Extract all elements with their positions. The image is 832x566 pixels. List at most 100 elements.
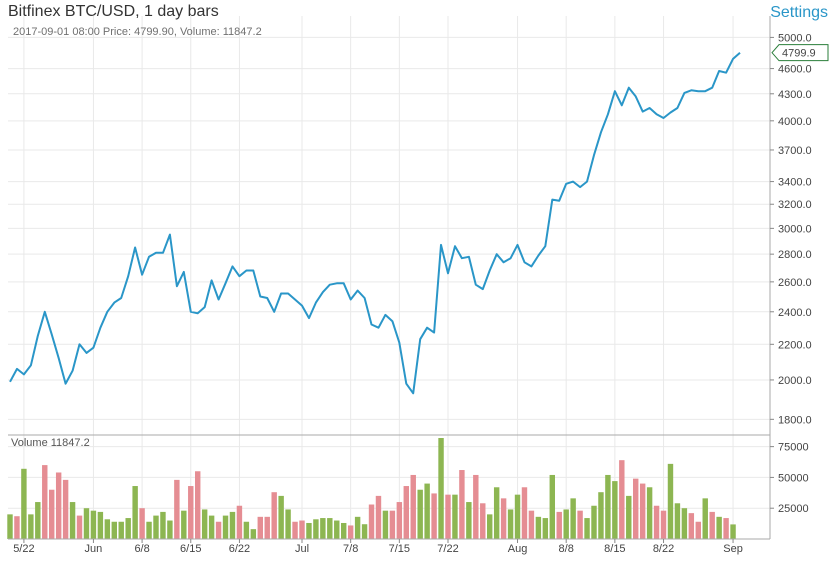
- volume-bar: [667, 463, 674, 539]
- volume-bar: [76, 515, 83, 539]
- volume-bar: [445, 494, 451, 539]
- volume-bar: [716, 516, 722, 539]
- volume-bar: [688, 513, 695, 539]
- time-tick-label: 7/8: [343, 543, 358, 555]
- time-tick-label: 6/15: [180, 543, 201, 555]
- volume-bar: [633, 478, 639, 539]
- volume-bar: [459, 470, 465, 539]
- volume-bar: [723, 518, 729, 539]
- volume-bar: [83, 508, 90, 539]
- volume-bar: [174, 479, 180, 539]
- chart-title: Bitfinex BTC/USD, 1 day bars: [8, 3, 219, 20]
- volume-bar: [215, 521, 222, 539]
- volume-bar: [306, 522, 312, 539]
- time-tick-label: 8/8: [559, 543, 574, 555]
- volume-bar: [250, 529, 257, 539]
- volume-bar: [229, 511, 236, 539]
- volume-bar: [236, 505, 243, 539]
- last-volume-label: 11847: [782, 0, 812, 3]
- volume-bar: [438, 438, 444, 539]
- volume-bar: [299, 520, 305, 539]
- price-tick-label: 4600.0: [778, 64, 812, 76]
- last-price-marker: [771, 44, 829, 62]
- volume-bar: [507, 509, 514, 539]
- time-tick-label: 8/22: [653, 543, 674, 555]
- volume-bar: [285, 509, 291, 539]
- volume-bar: [201, 509, 208, 539]
- volume-bar: [487, 514, 493, 539]
- time-tick-label: Sep: [723, 543, 743, 555]
- volume-bar: [21, 468, 27, 539]
- time-tick-label: 8/15: [604, 543, 625, 555]
- crosshair-info: 2017-09-01 08:00 Price: 4799.90, Volume:…: [13, 26, 262, 38]
- volume-bar: [584, 518, 590, 539]
- volume-bar: [528, 510, 535, 539]
- price-tick-label: 3400.0: [778, 177, 812, 189]
- volume-bar: [153, 515, 159, 539]
- volume-bar: [626, 495, 632, 539]
- volume-bar: [598, 492, 604, 539]
- volume-bar: [104, 519, 111, 539]
- volume-bar: [111, 521, 117, 539]
- volume-bar: [320, 518, 326, 539]
- time-tick-label: 7/15: [389, 543, 410, 555]
- volume-bar: [570, 498, 576, 539]
- volume-bar: [639, 483, 646, 539]
- price-series: [9, 51, 741, 395]
- volume-bar: [549, 474, 555, 539]
- price-tick-label: 2000.0: [778, 375, 812, 387]
- volume-bar: [160, 511, 166, 539]
- price-tick-label: 2200.0: [778, 339, 812, 351]
- volume-bar: [125, 518, 131, 539]
- settings-link[interactable]: Settings: [770, 4, 828, 21]
- grid: [8, 16, 770, 539]
- volume-bar: [97, 511, 104, 539]
- volume-bar: [341, 522, 347, 539]
- volume-bar: [243, 521, 250, 539]
- volume-bar: [55, 472, 62, 539]
- volume-axis: 25000 50000 75000 11847: [770, 0, 812, 515]
- volume-bar: [62, 479, 69, 539]
- volume-bar: [417, 489, 423, 539]
- price-tick-label: 3700.0: [778, 145, 812, 157]
- volume-bar: [542, 518, 549, 539]
- last-price-label: 4799.9: [782, 48, 816, 60]
- volume-bar: [167, 520, 173, 539]
- volume-bar: [35, 502, 41, 539]
- volume-bar: [278, 495, 284, 539]
- volume-bar: [521, 487, 528, 539]
- volume-bar: [410, 474, 416, 539]
- volume-bar: [653, 505, 660, 539]
- price-tick-label: 1800.0: [778, 414, 812, 426]
- price-tick-label: 4300.0: [778, 89, 812, 101]
- volume-bar: [188, 486, 194, 539]
- volume-bar: [403, 486, 409, 539]
- volume-bar: [730, 524, 736, 539]
- volume-bar: [473, 474, 479, 539]
- volume-bar: [702, 498, 708, 539]
- volume-bar: [354, 516, 361, 539]
- price-tick-label: 2800.0: [778, 249, 812, 261]
- volume-bar: [389, 510, 396, 539]
- time-tick-label: 6/22: [229, 543, 250, 555]
- volume-bar: [7, 514, 13, 539]
- volume-bar: [605, 474, 611, 539]
- time-tick-label: Aug: [508, 543, 528, 555]
- volume-bar: [361, 524, 368, 539]
- volume-bar: [90, 510, 97, 539]
- volume-bar: [69, 502, 76, 539]
- volume-tick-label: 25000: [778, 503, 809, 515]
- price-tick-label: 2600.0: [778, 277, 812, 289]
- volume-bar: [118, 521, 124, 539]
- volume-bar: [514, 494, 521, 539]
- price-line: [9, 51, 741, 395]
- volume-bar: [313, 519, 319, 539]
- volume-bar: [660, 510, 667, 539]
- volume-bar: [591, 505, 597, 539]
- price-tick-label: 3000.0: [778, 223, 812, 235]
- volume-bar: [292, 521, 298, 539]
- volume-bar: [181, 510, 187, 539]
- volume-bar: [375, 495, 382, 539]
